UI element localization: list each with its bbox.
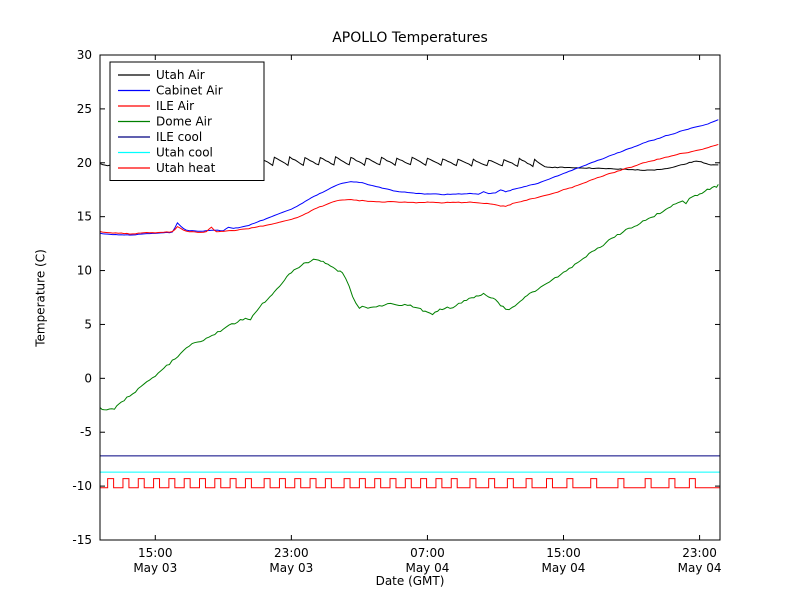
y-tick-label: -5 bbox=[80, 425, 92, 439]
x-tick-label-date: May 03 bbox=[269, 561, 313, 575]
legend-label: Utah cool bbox=[156, 146, 213, 160]
y-tick-label: -15 bbox=[72, 533, 92, 547]
series-dome-air bbox=[100, 184, 719, 411]
y-tick-label: -10 bbox=[72, 479, 92, 493]
x-tick-label-time: 23:00 bbox=[682, 546, 717, 560]
series-cabinet-air bbox=[100, 119, 719, 236]
x-tick-label-date: May 04 bbox=[405, 561, 449, 575]
series-ile-air bbox=[100, 143, 719, 235]
legend-label: Utah heat bbox=[156, 161, 216, 175]
x-tick-label-date: May 03 bbox=[133, 561, 177, 575]
x-tick-label-time: 15:00 bbox=[546, 546, 581, 560]
x-axis-label: Date (GMT) bbox=[375, 574, 445, 588]
x-tick-label-date: May 04 bbox=[542, 561, 586, 575]
legend-label: Cabinet Air bbox=[156, 84, 223, 98]
plot-frame bbox=[99, 54, 721, 541]
y-tick-label: 15 bbox=[77, 210, 92, 224]
chart-title: APOLLO Temperatures bbox=[332, 30, 488, 46]
legend-label: Dome Air bbox=[156, 115, 212, 129]
x-tick-label-time: 23:00 bbox=[274, 546, 309, 560]
series-group bbox=[100, 119, 720, 489]
y-axis-label: Temperature (C) bbox=[33, 249, 48, 347]
x-tick-label-date: May 04 bbox=[678, 561, 722, 575]
x-tick-label-time: 07:00 bbox=[410, 546, 445, 560]
legend-label: ILE Air bbox=[156, 99, 194, 113]
series-utah-heat bbox=[100, 478, 720, 489]
y-tick-label: 20 bbox=[77, 156, 92, 170]
x-tick-label-time: 15:00 bbox=[138, 546, 173, 560]
y-tick-label: 0 bbox=[84, 371, 92, 385]
legend-label: ILE cool bbox=[156, 130, 202, 144]
y-tick-label: 25 bbox=[77, 102, 92, 116]
y-tick-label: 5 bbox=[84, 317, 92, 331]
legend-label: Utah Air bbox=[156, 68, 205, 82]
y-tick-label: 30 bbox=[77, 48, 92, 62]
y-tick-label: 10 bbox=[77, 264, 92, 278]
